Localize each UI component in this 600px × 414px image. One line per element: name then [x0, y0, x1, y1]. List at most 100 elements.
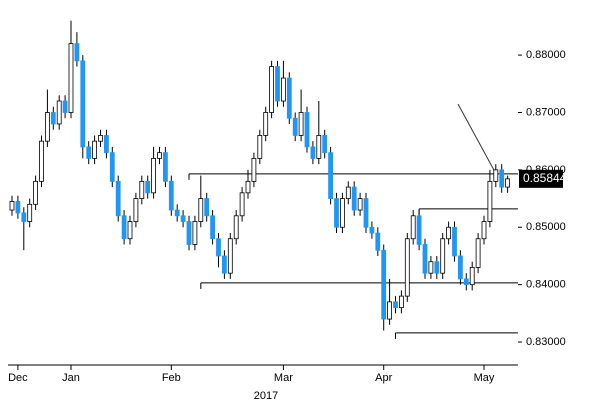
candle-body [174, 209, 180, 217]
candle-body [275, 66, 280, 102]
candle-body [286, 77, 292, 119]
price-tag-label: 0.85844 [523, 171, 567, 185]
candle-body [351, 186, 357, 211]
x-tick-label: Jan [62, 372, 80, 384]
candle-body [80, 60, 86, 148]
candle-body [493, 169, 499, 182]
candle-body [221, 255, 227, 274]
candle-body [257, 135, 263, 159]
candle-body [457, 255, 463, 280]
candle-body [151, 157, 157, 194]
candle-body [334, 198, 339, 228]
candle-body [416, 215, 422, 245]
candle-body [357, 198, 363, 211]
candle-body [192, 221, 198, 245]
candle-body [21, 212, 27, 222]
x-tick-label: Apr [375, 372, 392, 384]
candle-body [145, 180, 151, 194]
y-tick-label: 0.88000 [526, 49, 566, 61]
candle-body [74, 43, 80, 62]
candle-body [475, 238, 481, 268]
x-tick-label: Mar [274, 372, 293, 384]
price-tag [519, 169, 563, 188]
candle-body [139, 180, 145, 199]
candle-body [121, 215, 127, 240]
candle-body [92, 140, 97, 159]
candle-body [375, 232, 381, 251]
candle-body [180, 215, 186, 222]
candle-body [15, 201, 21, 214]
candle-body [393, 301, 398, 309]
candle-body [316, 135, 322, 159]
candle-body [45, 112, 50, 142]
candle-body [404, 238, 410, 297]
candle-body [369, 226, 375, 234]
candle-body [233, 215, 239, 240]
candle-body [27, 203, 33, 222]
candle-body [280, 77, 286, 102]
candle-body [499, 169, 505, 188]
candle-body [251, 157, 257, 182]
candle-body [263, 112, 269, 136]
candle-body [186, 221, 192, 245]
candle-body [269, 66, 275, 113]
candle-body [328, 152, 334, 199]
candle-body [345, 186, 351, 199]
candle-body [428, 261, 434, 274]
candle-body [39, 140, 44, 182]
x-tick-label: May [474, 372, 495, 384]
candle-body [168, 180, 174, 211]
candle-body [422, 244, 428, 274]
candle-body [50, 112, 56, 125]
candle-body [127, 221, 133, 240]
candle-body [115, 180, 121, 217]
candle-body [505, 178, 511, 188]
candle-body [387, 301, 393, 320]
candle-body [292, 117, 298, 136]
x-axis-label: 2017 [254, 390, 278, 402]
candle-body [339, 198, 345, 228]
candle-body [62, 100, 68, 113]
candle-body [446, 226, 452, 240]
candle-body [310, 146, 316, 159]
candle-body [245, 180, 251, 194]
candle-body [304, 112, 310, 148]
candle-body [86, 146, 92, 159]
candle-body [210, 215, 216, 240]
candle-body [9, 201, 15, 211]
candle-body [469, 267, 475, 286]
candle-body [322, 135, 328, 154]
y-tick-label: 0.83000 [526, 336, 566, 348]
candle-body [227, 238, 233, 274]
candle-body [133, 198, 139, 222]
candle-body [104, 135, 109, 154]
candle-body [298, 112, 304, 136]
candle-body [381, 249, 387, 320]
candle-body [109, 152, 115, 182]
candle-body [363, 198, 369, 228]
candle-body [68, 43, 74, 113]
candle-body [239, 192, 245, 217]
candle-body [162, 152, 168, 182]
x-tick-label: Feb [162, 372, 181, 384]
y-tick-label: 0.85000 [526, 221, 566, 233]
candle-body [204, 198, 210, 217]
candle-body [410, 215, 416, 240]
candle-body [56, 100, 62, 125]
candle-body [481, 221, 487, 240]
candle-body [98, 135, 103, 142]
candle-body [33, 180, 38, 205]
candle-body [398, 295, 404, 309]
candle-body [487, 180, 493, 222]
candle-body [434, 261, 440, 274]
candle-body [216, 238, 221, 257]
candle-body [198, 198, 204, 222]
y-tick-label: 0.87000 [526, 106, 566, 118]
candle-body [157, 152, 162, 159]
x-tick-label: Dec [8, 372, 28, 384]
y-tick-label: 0.84000 [526, 279, 566, 291]
candle-body [452, 226, 457, 257]
trend-line [457, 103, 496, 173]
